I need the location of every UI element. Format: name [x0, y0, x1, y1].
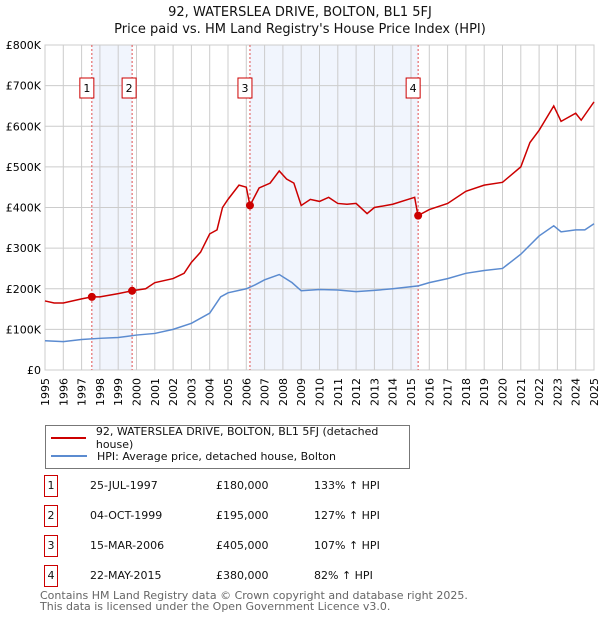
sale-label-box	[405, 77, 421, 99]
y-tick-label: £0	[27, 364, 41, 377]
legend-label: 92, WATERSLEA DRIVE, BOLTON, BL1 5FJ (de…	[95, 425, 379, 451]
sale-label: 3	[241, 82, 248, 95]
x-tick-label: 2018	[460, 378, 473, 406]
x-tick-label: 2013	[368, 378, 381, 406]
transaction-number: 3	[44, 535, 58, 557]
price-chart: 1995 1996 1997 1998 1999 2000 2001 2002 2003 2004…	[6, 39, 600, 406]
footer-copyright: Contains HM Land Registry data © Crown c…	[40, 589, 468, 602]
x-tick-label: 2022	[533, 378, 546, 406]
y-tick-label: £800K	[6, 39, 42, 52]
y-tick-label: £300K	[6, 242, 42, 255]
x-tick-label: 2007	[259, 378, 272, 406]
legend-item-hpi: HPI: Average price, detached house, Bolt…	[46, 448, 336, 464]
transaction-row: 3 15-MAR-2006 £405,000 107% ↑ HPI	[40, 535, 440, 557]
title-address: 92, WATERSLEA DRIVE, BOLTON, BL1 5FJ	[168, 5, 432, 20]
x-tick-label: 2023	[551, 378, 564, 406]
transaction-price: £195,000	[216, 509, 269, 522]
sale-label-box	[237, 77, 253, 99]
transaction-date: 15-MAR-2006	[90, 539, 165, 552]
x-tick-label: 2019	[478, 378, 491, 406]
legend-label: HPI: Average price, detached house, Bolt…	[97, 449, 336, 463]
sale-point	[128, 286, 137, 295]
sale-point	[414, 211, 423, 220]
transaction-hpi: 127% ↑ HPI	[314, 509, 380, 522]
x-tick-label: 2024	[570, 378, 583, 406]
transaction-date: 04-OCT-1999	[90, 509, 163, 522]
x-tick-label: 2000	[131, 378, 144, 406]
transaction-number: 2	[44, 505, 58, 527]
x-tick-label: 2017	[442, 378, 455, 406]
transaction-hpi: 133% ↑ HPI	[314, 479, 380, 492]
transaction-date: 22-MAY-2015	[90, 569, 162, 582]
x-tick-label: 2010	[314, 378, 327, 406]
price-paid-line	[44, 101, 595, 304]
x-tick-label: 1998	[94, 378, 107, 406]
footer: Contains HM Land Registry data © Crown c…	[40, 590, 468, 612]
x-tick-label: 2005	[222, 378, 235, 406]
y-tick-label: £400K	[6, 202, 42, 215]
x-tick-label: 2009	[295, 378, 308, 406]
x-tick-label: 2006	[240, 378, 253, 406]
transaction-date: 25-JUL-1997	[90, 479, 158, 492]
x-tick-label: 1999	[112, 378, 125, 406]
title-subtitle: Price paid vs. HM Land Registry's House …	[114, 22, 486, 37]
sale-label: 2	[126, 82, 133, 95]
transaction-row: 4 22-MAY-2015 £380,000 82% ↑ HPI	[40, 565, 440, 587]
x-tick-label: 1997	[76, 378, 89, 406]
plot-border	[44, 44, 595, 371]
transaction-price: £380,000	[216, 569, 269, 582]
sale-label: 4	[410, 82, 417, 95]
x-tick-label: 2015	[405, 378, 418, 406]
footer-licence: This data is licensed under the Open Gov…	[40, 600, 391, 613]
legend-swatch-red	[51, 437, 86, 439]
x-tick-label: 2012	[350, 378, 363, 406]
sale-label-box	[79, 77, 95, 99]
transaction-row: 1 25-JUL-1997 £180,000 133% ↑ HPI	[40, 475, 440, 497]
y-tick-label: £100K	[6, 323, 42, 336]
legend: 92, WATERSLEA DRIVE, BOLTON, BL1 5FJ (de…	[45, 425, 410, 469]
transaction-number: 4	[44, 565, 58, 587]
x-tick-label: 2011	[332, 378, 345, 406]
transaction-hpi: 82% ↑ HPI	[314, 569, 373, 582]
transaction-hpi: 107% ↑ HPI	[314, 539, 380, 552]
y-tick-label: £200K	[6, 283, 42, 296]
y-tick-label: £600K	[6, 120, 42, 133]
x-tick-label: 2025	[588, 378, 600, 406]
x-tick-label: 2003	[185, 378, 198, 406]
sale-label: 1	[83, 82, 90, 95]
x-tick-label: 2021	[515, 378, 528, 406]
y-tick-label: £500K	[6, 161, 42, 174]
chart-title: 92, WATERSLEA DRIVE, BOLTON, BL1 5FJ Pri…	[0, 4, 600, 38]
x-tick-label: 2001	[149, 378, 162, 406]
legend-swatch-blue	[51, 455, 87, 457]
x-tick-label: 1995	[39, 378, 52, 406]
x-tick-label: 2004	[204, 378, 217, 406]
x-tick-label: 2016	[423, 378, 436, 406]
y-tick-label: £700K	[6, 80, 42, 93]
transaction-price: £405,000	[216, 539, 269, 552]
x-tick-label: 2002	[167, 378, 180, 406]
legend-item-property: 92, WATERSLEA DRIVE, BOLTON, BL1 5FJ (de…	[46, 425, 409, 451]
sale-label-box	[121, 77, 137, 99]
x-tick-label: 1996	[57, 378, 70, 406]
x-tick-label: 2020	[497, 378, 510, 406]
sale-point	[245, 201, 254, 210]
hpi-line	[44, 223, 595, 343]
transaction-row: 2 04-OCT-1999 £195,000 127% ↑ HPI	[40, 505, 440, 527]
x-tick-label: 2008	[277, 378, 290, 406]
transaction-number: 1	[44, 475, 58, 497]
x-tick-label: 2014	[387, 378, 400, 406]
sale-point	[87, 292, 96, 301]
transaction-price: £180,000	[216, 479, 269, 492]
